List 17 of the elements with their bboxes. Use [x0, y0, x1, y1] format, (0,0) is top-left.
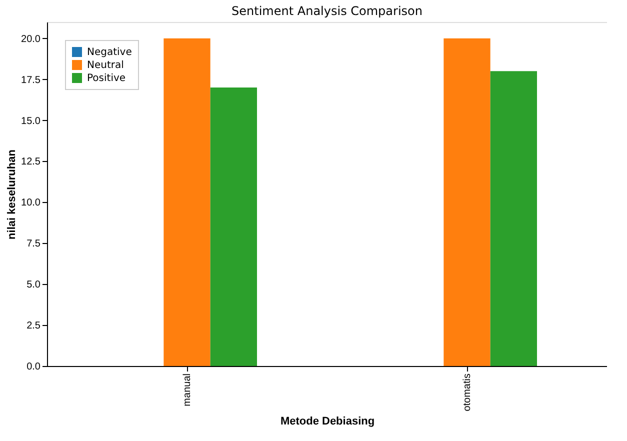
y-tick-label: 10.0	[21, 198, 41, 209]
chart-title: Sentiment Analysis Comparison	[232, 4, 422, 18]
x-tick-label: otomatis	[462, 374, 473, 412]
y-tick-label: 0.0	[26, 362, 41, 372]
y-tick-label: 7.5	[26, 238, 41, 250]
x-tick-label: manual	[182, 374, 193, 406]
y-tick-label: 20.0	[21, 34, 41, 45]
y-tick-label: 5.0	[26, 280, 41, 291]
legend-label: Neutral	[87, 60, 124, 71]
y-tick-label: 15.0	[21, 116, 41, 127]
x-axis-title: Metode Debiasing	[280, 415, 375, 428]
y-axis-title: nilai keseluruhan	[6, 149, 18, 240]
y-tick-label: 2.5	[26, 320, 41, 332]
legend-label: Positive	[87, 73, 126, 84]
y-tick-label: 12.5	[21, 156, 41, 168]
legend-label: Negative	[87, 47, 132, 58]
y-tick-label: 17.5	[21, 74, 41, 86]
